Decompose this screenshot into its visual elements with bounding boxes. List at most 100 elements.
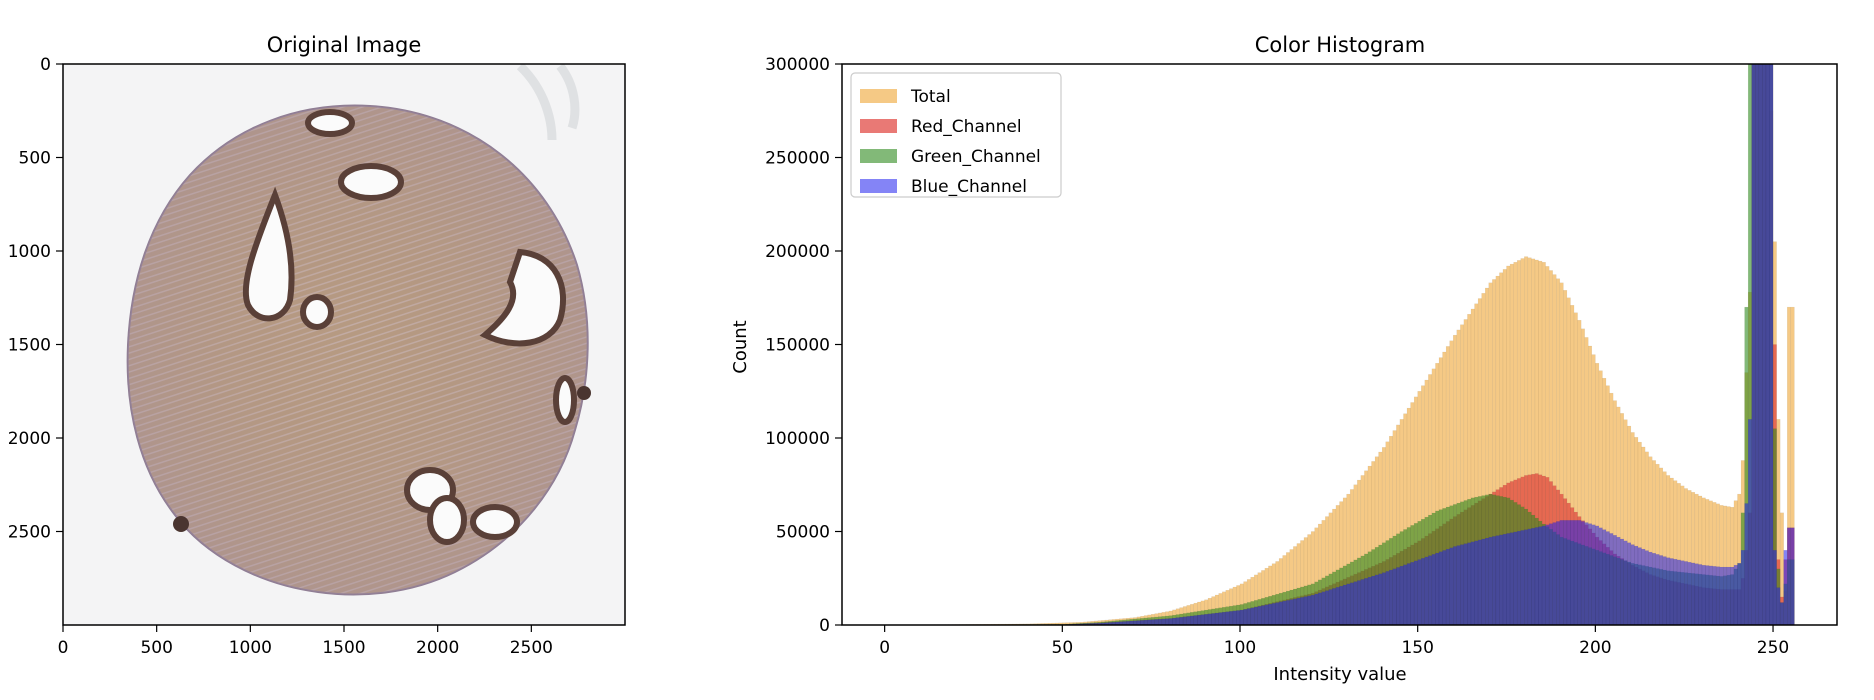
legend-label: Green_Channel bbox=[911, 147, 1041, 167]
histogram-bar bbox=[1208, 614, 1212, 625]
histogram-bar bbox=[1329, 589, 1333, 625]
histogram-bar bbox=[1219, 613, 1223, 625]
histogram-bar bbox=[1727, 567, 1731, 625]
histogram-bar bbox=[1180, 617, 1184, 625]
histogram-bar bbox=[1158, 619, 1162, 625]
histogram-bar bbox=[1475, 541, 1479, 625]
histogram-bar bbox=[1460, 545, 1464, 625]
histogram-bar bbox=[1563, 520, 1567, 625]
histogram-bar bbox=[1222, 612, 1226, 625]
histogram-bar bbox=[1691, 563, 1695, 625]
histogram-bar bbox=[1755, 64, 1759, 625]
histogram-bar bbox=[1343, 585, 1347, 625]
histogram-bar bbox=[1730, 567, 1734, 625]
histogram-bar bbox=[1567, 520, 1571, 625]
histogram-bar bbox=[1371, 576, 1375, 625]
histogram-x-tick-label: 50 bbox=[1052, 638, 1074, 658]
histogram-bar bbox=[1467, 543, 1471, 625]
histogram-bar bbox=[1361, 579, 1365, 625]
histogram-bar bbox=[1403, 565, 1407, 625]
histogram-bar bbox=[1411, 562, 1415, 625]
histogram-bar bbox=[1677, 560, 1681, 625]
histogram-bar bbox=[1716, 567, 1720, 625]
histogram-y-tick-label: 300000 bbox=[765, 55, 830, 75]
histogram-bar bbox=[1553, 523, 1557, 625]
histogram-bar bbox=[1272, 603, 1276, 625]
histogram-bar bbox=[1734, 565, 1738, 625]
histogram-bar bbox=[1510, 533, 1514, 625]
histogram-bar bbox=[1652, 553, 1656, 625]
histogram-bar bbox=[1283, 601, 1287, 625]
histogram-bar bbox=[1698, 564, 1702, 625]
histogram-bar bbox=[1183, 617, 1187, 625]
histogram-bar bbox=[1240, 610, 1244, 625]
histogram-bar bbox=[1759, 64, 1763, 625]
image-y-tick-label: 2500 bbox=[8, 523, 51, 543]
histogram-bar bbox=[1421, 558, 1425, 625]
histogram-bar bbox=[1613, 535, 1617, 625]
histogram-bar bbox=[1709, 566, 1713, 625]
histogram-bar bbox=[1656, 554, 1660, 625]
legend-swatch bbox=[860, 119, 897, 133]
histogram-bar bbox=[1244, 609, 1248, 625]
histogram-bar bbox=[1340, 586, 1344, 625]
histogram-bar bbox=[1620, 539, 1624, 625]
histogram-bar bbox=[1638, 548, 1642, 625]
histogram-bar bbox=[1745, 503, 1749, 625]
histogram-bar bbox=[1670, 558, 1674, 625]
histogram-bar bbox=[1308, 596, 1312, 625]
histogram-bar bbox=[1642, 549, 1646, 625]
histogram-bar bbox=[1418, 560, 1422, 625]
histogram-bar bbox=[1521, 530, 1525, 625]
histogram-bar bbox=[1578, 520, 1582, 625]
histogram-bar bbox=[1201, 615, 1205, 625]
histogram-bar bbox=[1276, 603, 1280, 625]
image-y-tick-label: 1500 bbox=[8, 336, 51, 356]
histogram-bar bbox=[1702, 565, 1706, 625]
histogram-bar bbox=[1247, 609, 1251, 625]
histogram-bar bbox=[1226, 612, 1230, 625]
image-title: Original Image bbox=[267, 33, 422, 57]
histogram-bar bbox=[1190, 616, 1194, 625]
image-x-tick-label: 500 bbox=[140, 638, 172, 658]
tissue-image bbox=[63, 64, 625, 625]
histogram-bar bbox=[1254, 607, 1258, 625]
histogram-y-label: Count bbox=[730, 320, 751, 373]
histogram-bar bbox=[1148, 620, 1152, 625]
histogram-bar bbox=[1236, 610, 1240, 625]
histogram-bar bbox=[1304, 597, 1308, 625]
histogram-bar bbox=[1439, 552, 1443, 625]
histogram-bar bbox=[1645, 551, 1649, 625]
image-x-tick-label: 1500 bbox=[322, 638, 365, 658]
histogram-bar bbox=[1457, 546, 1461, 625]
histogram-y-tick-label: 150000 bbox=[765, 336, 830, 356]
histogram-bar bbox=[1443, 550, 1447, 625]
histogram-bar bbox=[1514, 532, 1518, 625]
histogram-bar bbox=[1393, 569, 1397, 625]
histogram-bar bbox=[1382, 573, 1386, 625]
histogram-bar bbox=[1464, 544, 1468, 625]
histogram-bar bbox=[1300, 597, 1304, 625]
histogram-x-label: Intensity value bbox=[1273, 664, 1406, 685]
histogram-bar bbox=[1769, 64, 1773, 625]
histogram-bar bbox=[1780, 603, 1784, 625]
histogram-bar bbox=[1450, 548, 1454, 625]
histogram-bar bbox=[1325, 591, 1329, 625]
histogram-bar bbox=[1389, 570, 1393, 625]
histogram-bar bbox=[1315, 594, 1319, 625]
histogram-bar bbox=[1492, 536, 1496, 625]
histogram-bar bbox=[1478, 540, 1482, 625]
image-x-tick-label: 0 bbox=[58, 638, 69, 658]
histogram-bar bbox=[1773, 550, 1777, 625]
histogram-bar bbox=[1332, 588, 1336, 625]
histogram-bar bbox=[1368, 577, 1372, 625]
histogram-bar bbox=[1684, 561, 1688, 625]
histogram-bar bbox=[1720, 567, 1724, 625]
histogram-bar bbox=[1212, 613, 1216, 625]
histogram-bar bbox=[1617, 537, 1621, 625]
